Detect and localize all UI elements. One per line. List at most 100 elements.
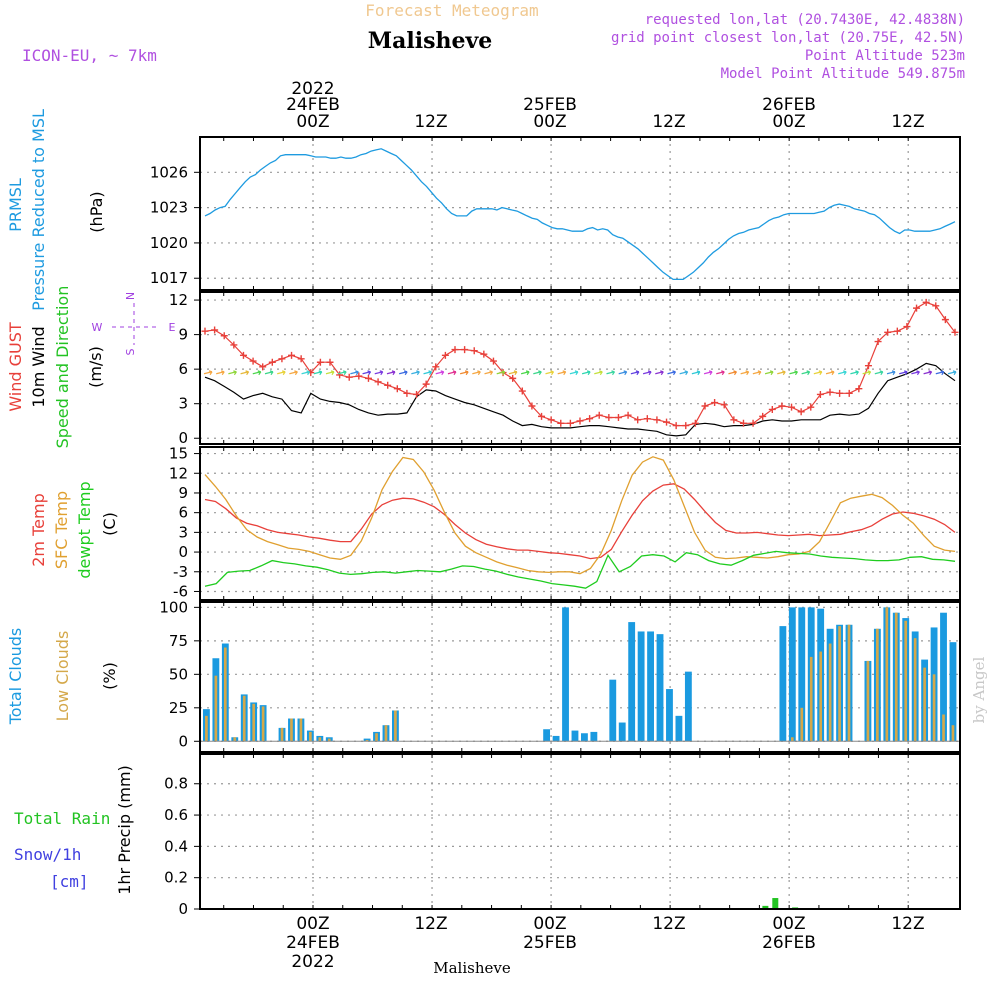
wind-direction-arrow xyxy=(825,370,835,376)
wind-direction-arrow xyxy=(533,370,542,376)
low-cloud-bar xyxy=(223,647,227,742)
gust-marker xyxy=(384,381,392,389)
temp-ytick-label: 12 xyxy=(169,464,188,482)
temp-label-sfc: SFC Temp xyxy=(52,491,71,569)
gust-marker xyxy=(249,357,257,365)
wind-labels: Wind GUST 10m Wind Speed and Direction (… xyxy=(6,286,105,449)
wind-direction-arrow xyxy=(777,370,786,376)
low-cloud-bar xyxy=(819,651,822,742)
low-cloud-bar xyxy=(838,626,841,742)
wind-direction-arrow xyxy=(399,370,408,376)
temp-ytick-label: -3 xyxy=(173,563,188,581)
gust-marker xyxy=(653,416,661,424)
gust-marker xyxy=(739,419,747,427)
bottom-hour-3: 00Z xyxy=(533,914,566,934)
temp-2m-line xyxy=(204,483,956,560)
wind-direction-arrow xyxy=(203,370,213,376)
low-cloud-bar xyxy=(318,737,322,742)
low-cloud-bar xyxy=(327,738,331,742)
total-cloud-bar xyxy=(609,679,617,742)
wind-direction-arrow xyxy=(899,370,908,376)
panel-frame xyxy=(199,446,961,601)
gust-marker xyxy=(874,338,882,346)
gust-marker xyxy=(278,355,286,363)
pressure-ytick-label: 1017 xyxy=(150,269,188,287)
requested-coords: requested lon,lat (20.7430E, 42.4838N) xyxy=(645,12,965,28)
wind-direction-arrow xyxy=(313,370,323,376)
gust-marker xyxy=(557,419,565,427)
gust-marker xyxy=(913,304,921,312)
gust-marker xyxy=(903,323,911,331)
gust-marker xyxy=(922,298,930,306)
top-year: 2022 xyxy=(291,79,334,99)
wind-direction-arrow xyxy=(240,370,250,376)
wind-direction-arrow xyxy=(411,370,420,376)
pressure-unit: (hPa) xyxy=(87,191,106,232)
wind-unit: (m/s) xyxy=(86,346,105,388)
wind-direction-arrow xyxy=(874,370,884,376)
top-date-25feb: 25FEB xyxy=(523,95,577,115)
wind-direction-arrow xyxy=(630,370,640,376)
total-cloud-bar xyxy=(684,671,692,742)
precip-ytick-label: 0.8 xyxy=(164,775,188,793)
wind-direction-arrow xyxy=(935,370,945,376)
wind-direction-arrow xyxy=(764,370,774,376)
bottom-hour-6: 12Z xyxy=(891,914,924,934)
gust-marker xyxy=(605,414,613,422)
pressure-labels: PRMSL Pressure Reduced to MSL (hPa) xyxy=(6,109,106,311)
gust-marker xyxy=(816,390,824,398)
gust-marker xyxy=(576,417,584,425)
low-cloud-bar xyxy=(800,707,804,742)
wind-direction-arrow xyxy=(594,370,603,376)
compass-west: W xyxy=(92,321,103,334)
gust-marker xyxy=(941,316,949,324)
pressure-line xyxy=(204,148,956,281)
gust-marker xyxy=(201,327,209,335)
precip-panel: 0.8 0.6 0.4 0.2 0 xyxy=(164,753,961,918)
gust-marker xyxy=(768,405,776,413)
wind-direction-arrow xyxy=(801,370,811,376)
wind-direction-arrow xyxy=(252,370,262,376)
footer-location: Malisheve xyxy=(433,959,511,977)
low-cloud-bar xyxy=(885,607,889,742)
gust-marker xyxy=(393,385,401,393)
precip-label-cm: [cm] xyxy=(50,872,89,891)
low-cloud-bar xyxy=(309,731,312,742)
wind-direction-arrow xyxy=(886,370,896,376)
low-cloud-bar xyxy=(233,737,237,742)
precip-label-rain: Total Rain xyxy=(14,809,110,828)
gust-marker xyxy=(864,362,872,370)
gust-marker xyxy=(663,418,671,426)
wind-ytick-label: 0 xyxy=(178,429,188,447)
gust-marker xyxy=(682,422,690,430)
temp-labels: 2m Temp SFC Temp dewpt Temp (C) xyxy=(29,481,119,578)
gust-marker xyxy=(586,415,594,423)
wind-direction-arrow xyxy=(264,370,274,376)
clouds-ytick-label: 25 xyxy=(169,699,188,717)
bottom-hour-5: 00Z xyxy=(772,914,805,934)
wind-direction-arrow xyxy=(740,370,750,376)
wind-direction-arrow xyxy=(423,370,433,376)
total-cloud-bar xyxy=(798,607,806,742)
low-cloud-bar xyxy=(375,733,378,742)
total-cloud-bar xyxy=(779,626,787,742)
precip-ytick-label: 0 xyxy=(178,900,188,918)
gust-marker xyxy=(268,358,276,366)
temp-label-2m: 2m Temp xyxy=(29,493,48,567)
gust-marker xyxy=(518,387,526,395)
product-title: Forecast Meteogram xyxy=(365,1,538,20)
wind-direction-arrow xyxy=(691,370,701,376)
wind-direction-arrow xyxy=(716,370,725,376)
gust-marker xyxy=(451,346,459,354)
gust-marker xyxy=(461,346,469,354)
gust-marker xyxy=(432,363,440,371)
wind-direction-arrow xyxy=(642,370,652,376)
gust-marker xyxy=(326,358,334,366)
wind-direction-arrow xyxy=(496,370,506,376)
total-cloud-bar xyxy=(628,622,636,742)
low-cloud-bar xyxy=(923,667,926,742)
gust-marker xyxy=(884,328,892,336)
temp-ytick-label: 9 xyxy=(178,484,188,502)
precip-ytick-label: 0.6 xyxy=(164,806,188,824)
